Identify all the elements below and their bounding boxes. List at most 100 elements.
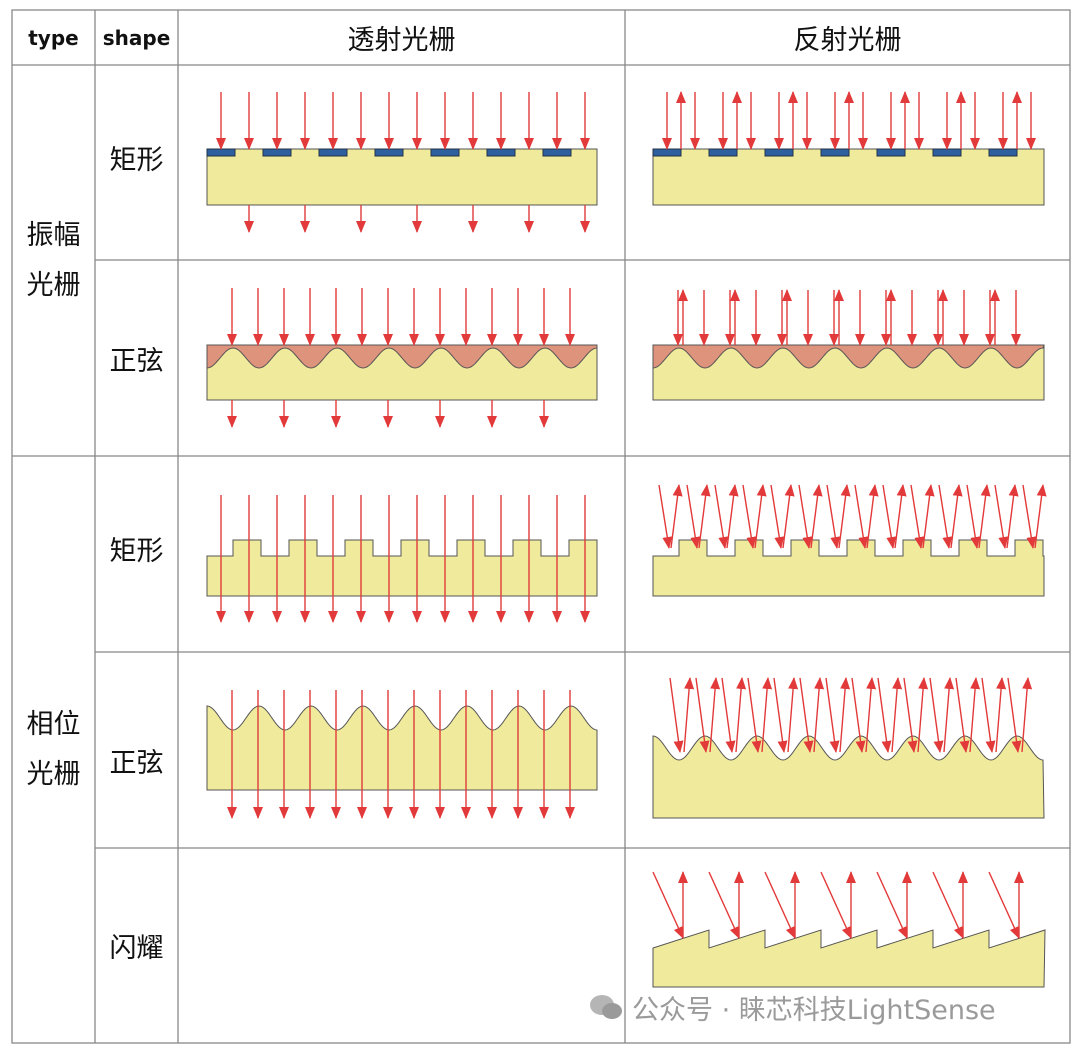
shape-label: 闪耀 [109,933,164,964]
light-ray [726,484,739,549]
light-ray [903,677,918,753]
absorber-bar [374,148,404,157]
light-ray [882,484,897,549]
substrate [206,148,598,206]
light-ray [894,484,907,549]
shape-label: 矩形 [109,145,164,176]
group-label: 振幅光栅 [26,219,81,301]
light-ray [773,677,788,753]
group-cell: 振幅光栅 [12,65,95,456]
wechat-icon [590,995,622,1019]
light-ray [1021,677,1033,753]
light-ray [683,677,695,753]
light-ray [658,484,673,549]
light-ray [820,871,852,939]
header-cell: type [28,25,79,50]
light-ray [798,484,813,549]
light-ray [810,484,823,549]
light-ray [813,677,825,753]
light-ray [754,484,767,549]
watermark-text: 公众号 · 睐芯科技LightSense [632,994,996,1026]
light-ray [866,484,879,549]
light-ray [764,871,796,939]
absorber-bar [876,148,906,157]
table-grid [11,9,1071,1044]
group-cell: 相位光栅 [12,456,95,1043]
light-ray [761,677,773,753]
light-ray [826,484,841,549]
substrate [206,705,598,791]
substrate [652,735,1045,819]
absorber-bar [820,148,850,157]
absorber-bar [206,148,236,157]
shape-label: 正弦 [109,747,164,779]
absorber-bar [932,148,962,157]
absorber-bar [318,148,348,157]
absorber-bar [542,148,572,157]
light-ray [854,484,869,549]
light-ray [910,484,925,549]
light-ray [955,677,970,753]
absorber-bar [652,148,682,157]
light-ray [988,871,1020,939]
watermark: 公众号 · 睐芯科技LightSense [588,985,996,1029]
light-ray [966,484,981,549]
light-ray [735,677,747,753]
light-ray [698,484,711,549]
light-ray [670,484,683,549]
light-ray [1006,484,1019,549]
light-ray [709,677,721,753]
light-ray [787,677,799,753]
light-ray [969,677,981,753]
light-ray [865,677,877,753]
light-ray [1022,484,1037,549]
light-ray [770,484,785,549]
light-ray [1034,484,1047,549]
absorber-bar [262,148,292,157]
light-ray [839,677,851,753]
absorber-bar [988,148,1018,157]
light-ray [877,677,892,753]
light-ray [978,484,991,549]
light-ray [950,484,963,549]
shape-label: 正弦 [109,345,164,377]
absorber-bar [708,148,738,157]
light-ray [708,871,740,939]
light-ray [876,871,908,939]
substrate [652,148,1045,206]
light-ray [782,484,795,549]
light-ray [825,677,840,753]
light-ray [799,677,814,753]
light-ray [994,484,1009,549]
group-label: 相位光栅 [26,708,81,790]
header-cell: 反射光栅 [793,25,902,56]
light-ray [686,484,701,549]
light-ray [932,871,964,939]
absorbing-layer [206,344,598,369]
light-ray [922,484,935,549]
light-ray [714,484,729,549]
absorbing-layer [652,344,1045,369]
light-ray [721,677,736,753]
light-ray [891,677,903,753]
light-ray [652,871,684,939]
light-ray [917,677,929,753]
shape-label: 矩形 [109,535,164,567]
light-ray [742,484,757,549]
light-ray [851,677,866,753]
light-ray [995,677,1007,753]
substrate [206,539,598,597]
light-ray [929,677,944,753]
header-cell: shape [102,25,171,50]
absorber-bar [486,148,516,157]
light-ray [1007,677,1022,753]
light-ray [669,677,684,753]
light-ray [838,484,851,549]
light-ray [938,484,953,549]
light-ray [981,677,996,753]
light-ray [943,677,955,753]
light-ray [747,677,762,753]
header-cell: 透射光栅 [347,25,456,56]
substrate [652,929,1046,988]
